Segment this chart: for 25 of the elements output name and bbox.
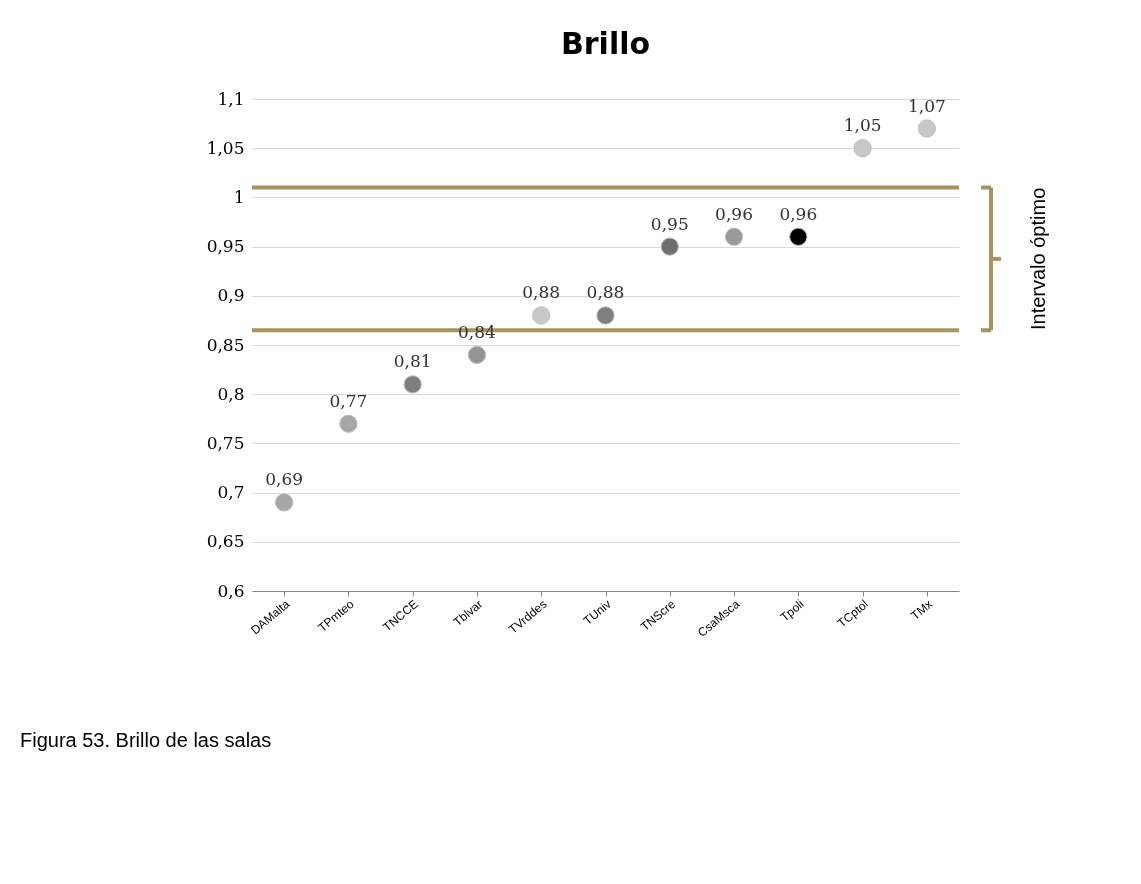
- x-tick-label: TMx: [908, 596, 936, 623]
- data-label: 1,05: [843, 115, 882, 136]
- y-tick-label: 0,8: [217, 383, 245, 404]
- data-label: 0,88: [522, 282, 561, 303]
- y-tick-label: 0,85: [206, 334, 245, 355]
- text: Figura 53. Brillo de las salas: [20, 729, 272, 751]
- data-label: 1,07: [907, 95, 946, 116]
- y-tick-label: 1,1: [217, 88, 245, 109]
- data-label: 0,88: [586, 282, 625, 303]
- y-tick-label: 0,75: [206, 432, 245, 453]
- y-tick-label: 0,9: [217, 285, 245, 306]
- data-label: 0,77: [329, 390, 368, 411]
- data-label: 0,96: [715, 203, 753, 224]
- y-tick-label: 0,6: [217, 580, 245, 601]
- data-label: 0,69: [265, 469, 304, 490]
- y-tick-label: 0,65: [206, 531, 245, 552]
- y-tick-label: 0,95: [206, 236, 245, 257]
- text: Intervalo óptimo: [1027, 187, 1049, 331]
- y-tick-label: 0,7: [217, 482, 245, 503]
- data-label: 0,95: [650, 213, 689, 234]
- data-label: 0,96: [779, 203, 818, 224]
- y-tick-label: 1,05: [206, 137, 245, 158]
- y-tick-label: 1: [233, 186, 245, 207]
- chart-title: Brillo: [560, 26, 651, 61]
- data-label: 0,81: [393, 351, 432, 372]
